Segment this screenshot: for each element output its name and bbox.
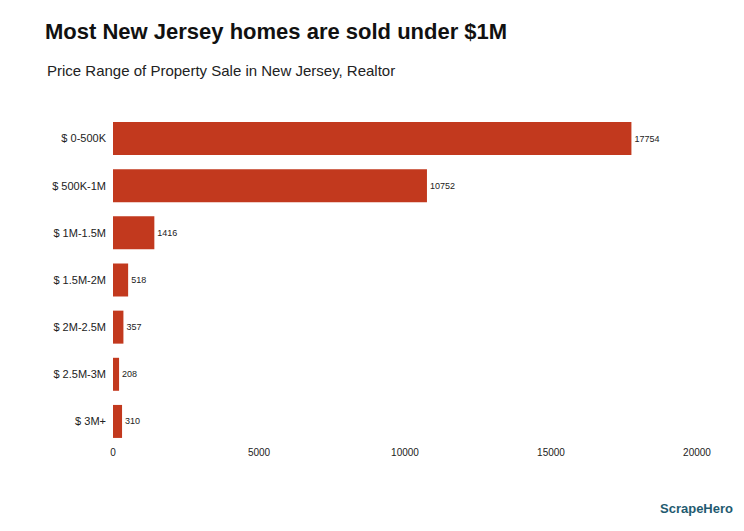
- svg-text:$ 3M+: $ 3M+: [75, 415, 106, 427]
- svg-text:$ 0-500K: $ 0-500K: [61, 132, 106, 144]
- svg-text:Price Range of Property Sale i: Price Range of Property Sale in New Jers…: [47, 62, 395, 79]
- svg-text:ScrapeHero: ScrapeHero: [660, 501, 733, 516]
- svg-text:$ 1.5M-2M: $ 1.5M-2M: [53, 274, 106, 286]
- svg-text:$ 1M-1.5M: $ 1M-1.5M: [53, 227, 106, 239]
- svg-text:10000: 10000: [391, 447, 419, 458]
- svg-text:208: 208: [122, 369, 137, 379]
- svg-text:5000: 5000: [248, 447, 271, 458]
- svg-text:20000: 20000: [683, 447, 711, 458]
- svg-text:Most New Jersey homes are sold: Most New Jersey homes are sold under $1M: [45, 19, 507, 44]
- svg-text:17754: 17754: [634, 134, 659, 144]
- svg-text:$ 2M-2.5M: $ 2M-2.5M: [53, 321, 106, 333]
- svg-text:$ 500K-1M: $ 500K-1M: [52, 180, 106, 192]
- svg-text:15000: 15000: [537, 447, 565, 458]
- svg-text:10752: 10752: [430, 181, 455, 191]
- svg-text:310: 310: [125, 416, 140, 426]
- svg-text:0: 0: [110, 447, 116, 458]
- svg-text:518: 518: [131, 275, 146, 285]
- svg-text:357: 357: [126, 322, 141, 332]
- svg-text:$ 2.5M-3M: $ 2.5M-3M: [53, 368, 106, 380]
- svg-text:1416: 1416: [157, 228, 177, 238]
